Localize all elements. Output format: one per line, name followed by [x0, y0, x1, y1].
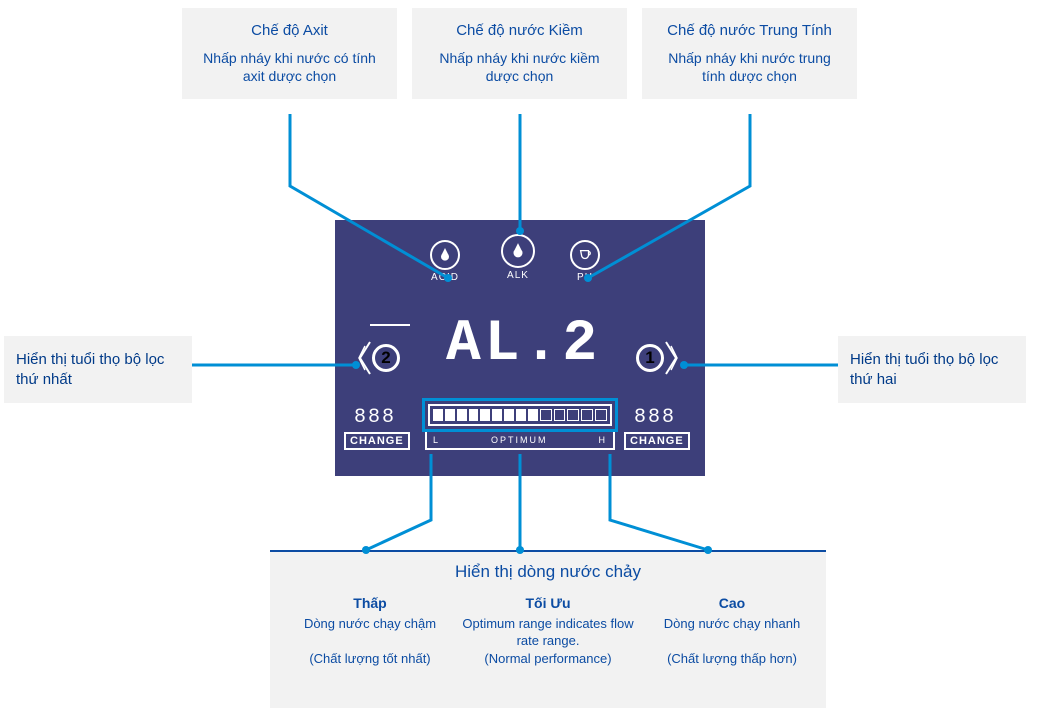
drop-minus-icon [501, 234, 535, 268]
col-line: (Chất lượng tốt nhất) [309, 651, 430, 666]
alkaline-mode-icon: ALK [501, 234, 535, 281]
cup-icon [570, 240, 600, 270]
flow-segment [540, 409, 552, 421]
callout-filter-life-1: Hiển thị tuổi thọ bộ lọc thứ nhất [4, 336, 192, 403]
flow-segment [516, 409, 526, 421]
col-heading: Tối Ưu [458, 594, 638, 613]
indicator-circle: 2 [372, 344, 400, 372]
callout-title: Chế độ nước Trung Tính [656, 22, 843, 39]
flow-segment [433, 409, 443, 421]
flow-segments [428, 404, 612, 426]
flow-col-high: Cao Dòng nước chạy nhanh (Chất lượng thấ… [642, 594, 822, 668]
flow-segment [554, 409, 566, 421]
flow-explanation-panel: Hiển thị dòng nước chảy Thấp Dòng nước c… [270, 550, 826, 708]
callout-desc: Nhấp nháy khi nước kiềm dược chọn [426, 49, 613, 85]
callout-text: Hiển thị tuổi thọ bộ lọc thứ nhất [16, 351, 164, 388]
flow-segment [595, 409, 607, 421]
flow-segment [445, 409, 455, 421]
callout-title: Chế độ Axit [196, 22, 383, 39]
chevron-right-icon [664, 340, 680, 376]
purified-mode-icon: PU [570, 240, 600, 283]
col-heading: Thấp [280, 594, 460, 613]
lcd-underline [370, 324, 410, 326]
filter-indicator-1: 1 [636, 340, 680, 376]
flow-label-row: L OPTIMUM H [425, 432, 615, 450]
flow-segment [581, 409, 593, 421]
callout-title: Chế độ nước Kiềm [426, 22, 613, 39]
col-line: Optimum range indicates flow rate range. [462, 616, 633, 649]
filter-indicator-2: 2 [356, 340, 400, 376]
change-label-right: CHANGE [624, 432, 690, 450]
callout-neutral-mode: Chế độ nước Trung Tính Nhấp nháy khi nướ… [642, 8, 857, 99]
flow-segment [469, 409, 479, 421]
mode-label: ACID [430, 272, 460, 283]
callout-text: Hiển thị tuổi thọ bộ lọc thứ hai [850, 351, 998, 388]
flow-segment [504, 409, 514, 421]
flow-segment [457, 409, 467, 421]
mode-label: PU [570, 272, 600, 283]
flow-col-opt: Tối Ưu Optimum range indicates flow rate… [458, 594, 638, 668]
col-line: (Chất lượng thấp hơn) [667, 651, 797, 666]
col-heading: Cao [642, 594, 822, 613]
col-line: (Normal performance) [484, 651, 611, 666]
filter-days-left: 888 [354, 406, 396, 429]
flow-segment [528, 409, 538, 421]
acid-mode-icon: ACID [430, 240, 460, 283]
flow-high-label: H [598, 435, 607, 445]
indicator-number: 2 [381, 348, 390, 368]
filter-days-right: 888 [634, 406, 676, 429]
flow-opt-label: OPTIMUM [491, 435, 548, 445]
flow-low-label: L [433, 435, 440, 445]
drop-plus-icon [430, 240, 460, 270]
flow-col-low: Thấp Dòng nước chạy chậm (Chất lượng tốt… [280, 594, 460, 668]
callout-acid-mode: Chế độ Axit Nhấp nháy khi nước có tính a… [182, 8, 397, 99]
chevron-left-icon [356, 340, 372, 376]
callout-desc: Nhấp nháy khi nước có tính axit dược chọ… [196, 49, 383, 85]
indicator-circle: 1 [636, 344, 664, 372]
indicator-number: 1 [645, 348, 654, 368]
flow-segment [492, 409, 502, 421]
callout-alkaline-mode: Chế độ nước Kiềm Nhấp nháy khi nước kiềm… [412, 8, 627, 99]
change-label-left: CHANGE [344, 432, 410, 450]
mode-label: ALK [501, 270, 535, 281]
col-line: Dòng nước chạy nhanh [664, 616, 800, 631]
col-line: Dòng nước chạy chậm [304, 616, 436, 631]
callout-filter-life-2: Hiển thị tuổi thọ bộ lọc thứ hai [838, 336, 1026, 403]
callout-desc: Nhấp nháy khi nước trung tính dược chọn [656, 49, 843, 85]
flow-rate-bar [422, 398, 618, 432]
flow-segment [567, 409, 579, 421]
flow-panel-title: Hiển thị dòng nước chảy [270, 562, 826, 582]
flow-segment [480, 409, 490, 421]
lcd-main-display: AL.2 [446, 312, 601, 377]
